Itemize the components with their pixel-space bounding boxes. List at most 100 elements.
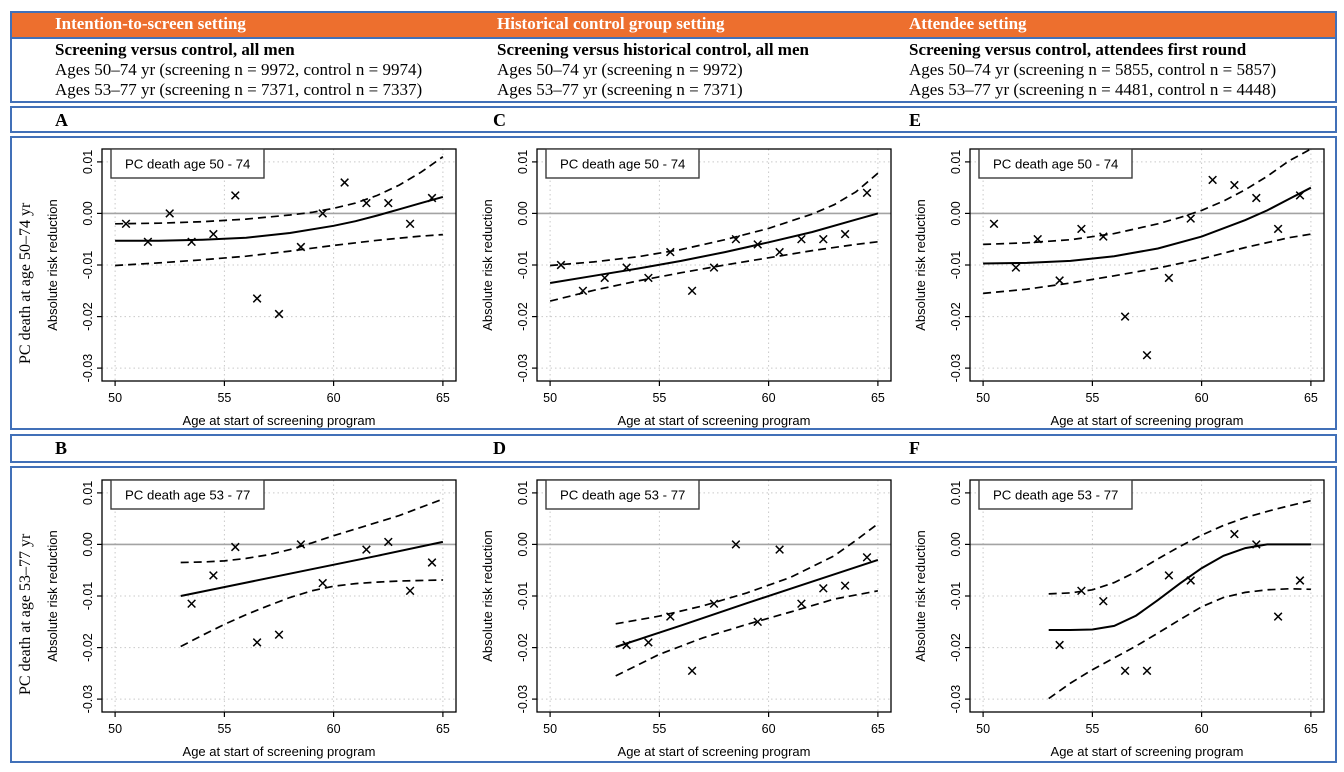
data-point-cross xyxy=(578,286,588,296)
data-point-cross xyxy=(1295,576,1305,585)
upper-ci-curve xyxy=(115,156,444,225)
x-tick-label: 55 xyxy=(652,391,666,405)
data-point-cross xyxy=(753,240,763,249)
upper-ci-curve xyxy=(1048,499,1312,595)
data-point-cross xyxy=(862,188,872,198)
data-point-cross xyxy=(1273,224,1283,234)
data-point-cross xyxy=(1033,234,1043,244)
x-tick-label: 50 xyxy=(976,722,990,736)
panel-letter-c: C xyxy=(493,110,506,130)
y-tick-label: -0.03 xyxy=(949,354,963,383)
legend-label: PC death age 53 - 77 xyxy=(125,488,250,503)
data-point-cross xyxy=(274,309,284,319)
data-point-cross xyxy=(1273,612,1283,621)
data-point-cross xyxy=(687,666,697,676)
settings-band: Intention-to-screen setting Historical c… xyxy=(12,13,1335,39)
plots-row-bottom: PC death at age 53–77 yr PC death age 53… xyxy=(10,466,1337,763)
data-point-cross xyxy=(274,630,284,640)
data-point-cross xyxy=(296,540,306,549)
data-point-cross xyxy=(209,229,218,239)
fit-curve xyxy=(180,540,444,597)
y-tick-label: -0.01 xyxy=(81,582,95,611)
lower-ci-curve xyxy=(983,233,1312,295)
y-tick-label: -0.01 xyxy=(516,582,530,611)
chart-svg: PC death age 53 - 77 50 55 60 65 0.01 0.00 -0.0… xyxy=(913,479,1325,759)
data-point-cross xyxy=(775,247,784,257)
x-tick-label: 65 xyxy=(871,391,885,405)
panel-letter-a: A xyxy=(55,110,68,130)
x-tick-label: 50 xyxy=(108,722,122,736)
y-tick-label: 0.01 xyxy=(81,481,95,505)
cohort-descriptions: Screening versus control, all men Ages 5… xyxy=(12,39,1335,101)
x-axis-label: Age at start of screening program xyxy=(618,744,811,759)
x-axis-label: Age at start of screening program xyxy=(1051,413,1244,428)
legend-label: PC death age 53 - 77 xyxy=(560,488,685,503)
y-tick-label: 0.00 xyxy=(949,532,963,556)
upper-ci-curve xyxy=(615,523,879,625)
chart-svg: PC death age 50 - 74 50 55 60 65 0.01 0.00 -0.0… xyxy=(45,148,457,428)
data-point-cross xyxy=(556,260,566,270)
y-tick-label: 0.01 xyxy=(949,150,963,174)
data-point-cross xyxy=(818,583,828,593)
panel-letter-e: E xyxy=(909,110,922,130)
data-point-cross xyxy=(405,586,415,596)
y-tick-label: -0.03 xyxy=(81,354,95,383)
x-axis-label: Age at start of screening program xyxy=(618,413,811,428)
x-tick-label: 55 xyxy=(652,722,666,736)
data-point-cross xyxy=(818,234,828,244)
data-point-cross xyxy=(165,209,175,218)
data-point-cross xyxy=(709,263,719,272)
legend-label: PC death age 50 - 74 xyxy=(993,157,1118,172)
data-point-cross xyxy=(362,198,371,208)
panel-c-chart: PC death age 50 - 74 50 55 60 65 0.01 0.00 -0.0… xyxy=(475,139,905,431)
x-tick-label: 50 xyxy=(976,391,990,405)
y-axis-label: Absolute risk reduction xyxy=(913,530,928,662)
y-tick-label: -0.01 xyxy=(81,251,95,280)
panel-b-chart: PC death age 53 - 77 50 55 60 65 0.01 0.00 -0.0… xyxy=(40,470,470,762)
y-tick-label: -0.03 xyxy=(516,354,530,383)
data-point-cross xyxy=(840,581,850,591)
y-tick-label: -0.03 xyxy=(516,685,530,714)
cohort-line: Ages 53–77 yr (screening n = 7371, contr… xyxy=(55,80,423,99)
legend-box xyxy=(978,148,1133,179)
legend-box xyxy=(545,148,700,179)
x-tick-label: 55 xyxy=(217,391,231,405)
cohort-col-historical: Screening versus historical control, all… xyxy=(497,40,809,100)
y-tick-label: -0.01 xyxy=(949,582,963,611)
fit-curve xyxy=(983,186,1312,265)
chart-svg: PC death age 53 - 77 50 55 60 65 0.01 0.00 -0.0… xyxy=(480,479,892,759)
x-tick-label: 60 xyxy=(327,722,341,736)
x-tick-label: 60 xyxy=(762,391,776,405)
data-point-cross xyxy=(1098,596,1108,606)
x-tick-label: 50 xyxy=(543,722,557,736)
legend-label: PC death age 50 - 74 xyxy=(560,157,685,172)
lower-ci-curve xyxy=(1048,587,1311,700)
chart-svg: PC death age 50 - 74 50 55 60 65 0.01 0.00 -0.0… xyxy=(913,148,1325,428)
setting-title-intention: Intention-to-screen setting xyxy=(55,14,246,33)
x-tick-label: 65 xyxy=(1304,391,1318,405)
data-point-cross xyxy=(989,219,999,229)
data-point-cross xyxy=(405,219,415,229)
cohort-line: Ages 53–77 yr (screening n = 7371) xyxy=(497,80,743,99)
x-tick-label: 60 xyxy=(762,722,776,736)
y-tick-label: -0.02 xyxy=(516,633,530,662)
data-point-cross xyxy=(187,599,196,609)
panel-e-chart: PC death age 50 - 74 50 55 60 65 0.01 0.00 -0.0… xyxy=(908,139,1338,431)
y-tick-label: -0.02 xyxy=(81,302,95,331)
y-tick-label: 0.00 xyxy=(81,532,95,556)
cohort-line: Ages 50–74 yr (screening n = 9972, contr… xyxy=(55,60,423,79)
cohort-line: Ages 53–77 yr (screening n = 4481, contr… xyxy=(909,80,1277,99)
data-point-cross xyxy=(1295,191,1305,200)
legend-box xyxy=(978,479,1133,510)
data-point-cross xyxy=(209,571,218,580)
data-point-cross xyxy=(1011,263,1021,272)
data-point-cross xyxy=(1055,276,1064,285)
setting-title-attendee: Attendee setting xyxy=(909,14,1027,33)
y-tick-label: 0.00 xyxy=(516,532,530,556)
side-label-top: PC death at age 50–74 yr xyxy=(17,202,34,364)
y-tick-label: 0.00 xyxy=(81,201,95,225)
y-tick-label: 0.01 xyxy=(516,150,530,174)
y-axis-label: Absolute risk reduction xyxy=(480,530,495,662)
data-point-cross xyxy=(1142,350,1152,360)
